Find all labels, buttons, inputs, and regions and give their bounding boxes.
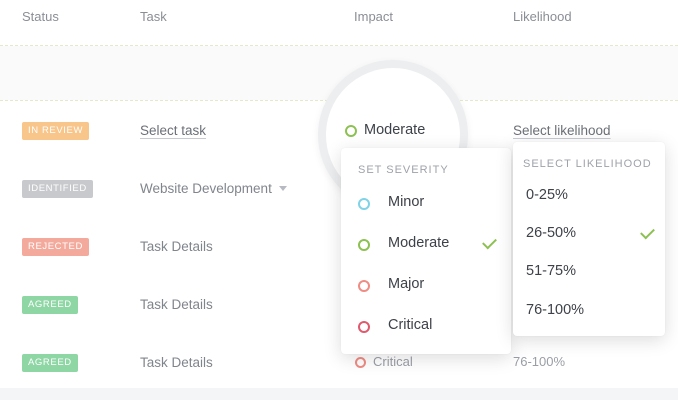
likelihood-dropdown: SELECT LIKELIHOOD 0-25% 26-50% 51-75% 76…: [513, 142, 665, 336]
column-header-status[interactable]: Status: [22, 9, 59, 24]
major-dot-icon: [358, 280, 370, 292]
impact-value[interactable]: Critical: [373, 354, 413, 369]
table-header: Status Task Impact Likelihood: [0, 0, 678, 34]
option-label: Critical: [388, 317, 433, 333]
option-label: 76-100%: [526, 302, 585, 318]
task-label: Website Development: [140, 181, 272, 196]
column-header-impact[interactable]: Impact: [354, 9, 394, 24]
check-icon: [482, 234, 497, 250]
critical-dot-icon: [358, 321, 370, 333]
moderate-dot-icon: [358, 239, 370, 251]
task-details[interactable]: Task Details: [140, 239, 213, 254]
severity-option-critical[interactable]: Critical: [341, 309, 511, 343]
critical-dot-icon: [355, 357, 366, 368]
likelihood-option[interactable]: 0-25%: [513, 179, 665, 213]
status-badge[interactable]: IDENTIFIED: [22, 180, 93, 198]
likelihood-option[interactable]: 26-50%: [513, 217, 665, 251]
severity-option-moderate[interactable]: Moderate: [341, 227, 511, 261]
caret-down-icon: [278, 186, 287, 191]
task-select[interactable]: Website Development: [140, 181, 287, 196]
status-badge[interactable]: REJECTED: [22, 238, 89, 256]
likelihood-option[interactable]: 76-100%: [513, 294, 665, 328]
option-label: 26-50%: [526, 225, 576, 241]
select-task-link[interactable]: Select task: [140, 123, 207, 138]
dropdown-title: SELECT LIKELIHOOD: [523, 158, 652, 170]
divider: [0, 45, 678, 46]
minor-dot-icon: [358, 198, 370, 210]
likelihood-option[interactable]: 51-75%: [513, 255, 665, 289]
table-row: AGREED Task Details Critical 76-100%: [0, 334, 678, 392]
severity-option-major[interactable]: Major: [341, 268, 511, 302]
dropdown-title: SET SEVERITY: [358, 164, 449, 176]
task-details[interactable]: Task Details: [140, 355, 213, 370]
check-icon: [640, 224, 655, 240]
status-badge[interactable]: AGREED: [22, 354, 78, 372]
option-label: Moderate: [388, 235, 450, 251]
likelihood-value[interactable]: 76-100%: [513, 354, 566, 369]
severity-dropdown: SET SEVERITY Minor Moderate Major Critic…: [341, 148, 511, 354]
select-likelihood-link[interactable]: Select likelihood: [513, 123, 611, 138]
status-badge[interactable]: AGREED: [22, 296, 78, 314]
column-header-likelihood[interactable]: Likelihood: [513, 9, 572, 24]
impact-selected[interactable]: Moderate: [364, 122, 426, 138]
footer-band: [0, 388, 678, 400]
option-label: 51-75%: [526, 263, 576, 279]
option-label: 0-25%: [526, 187, 568, 203]
option-label: Minor: [388, 194, 425, 210]
task-details[interactable]: Task Details: [140, 297, 213, 312]
status-badge[interactable]: IN REVIEW: [22, 122, 90, 140]
option-label: Major: [388, 276, 425, 292]
severity-option-minor[interactable]: Minor: [341, 186, 511, 220]
column-header-task[interactable]: Task: [140, 9, 167, 24]
moderate-dot-icon: [345, 125, 357, 137]
